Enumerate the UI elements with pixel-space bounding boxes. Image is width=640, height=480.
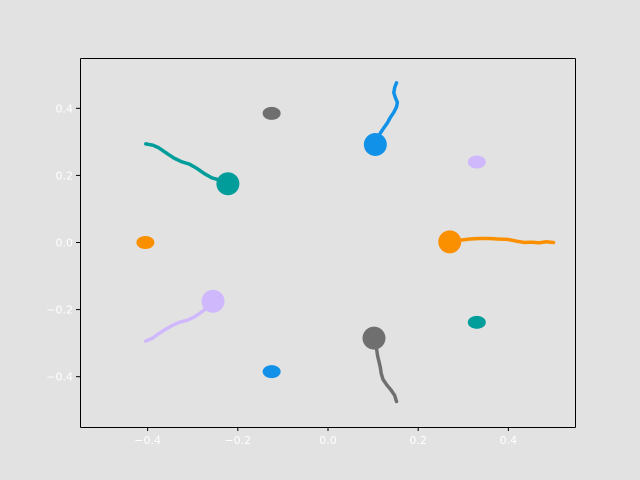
goal-marker-2	[467, 315, 486, 329]
y-tick-label-4: −0.2	[46, 304, 73, 317]
agent-marker-5	[362, 326, 386, 350]
trail-path-4	[144, 302, 212, 343]
y-tick-label-2: 0.2	[56, 169, 74, 182]
goal-marker-5	[262, 106, 281, 120]
agents-layer	[201, 133, 462, 350]
x-axis-ticks: −0.4 −0.2 0.0 0.2 0.4	[134, 427, 517, 447]
agent-marker-2	[216, 172, 240, 196]
trail-path-3	[450, 236, 556, 245]
goal-marker-1	[262, 365, 281, 379]
trail-path-2	[144, 142, 227, 184]
trail-path-5	[373, 342, 399, 404]
y-tick-label-1: 0.4	[56, 102, 74, 115]
trail-path-1	[375, 81, 400, 141]
y-tick-label-5: −0.4	[46, 371, 73, 384]
agent-marker-1	[363, 133, 387, 157]
plot-area	[80, 58, 576, 428]
x-tick-label-1: −0.4	[134, 434, 161, 447]
x-tick-label-3: 0.0	[319, 434, 337, 447]
y-tick-label-3: 0.0	[56, 237, 74, 250]
x-tick-label-4: 0.2	[409, 434, 427, 447]
agent-marker-3	[438, 230, 462, 254]
x-tick-label-2: −0.2	[224, 434, 251, 447]
goals-layer	[136, 106, 486, 379]
agent-marker-4	[201, 289, 225, 313]
y-axis-ticks: 0.4 0.2 0.0 −0.2 −0.4	[46, 102, 80, 384]
goal-marker-4	[467, 155, 486, 169]
trails-layer	[144, 81, 556, 404]
x-tick-label-5: 0.4	[500, 434, 518, 447]
goal-marker-3	[136, 236, 155, 249]
